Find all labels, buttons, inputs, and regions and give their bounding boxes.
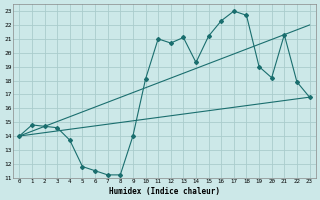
- X-axis label: Humidex (Indice chaleur): Humidex (Indice chaleur): [109, 187, 220, 196]
